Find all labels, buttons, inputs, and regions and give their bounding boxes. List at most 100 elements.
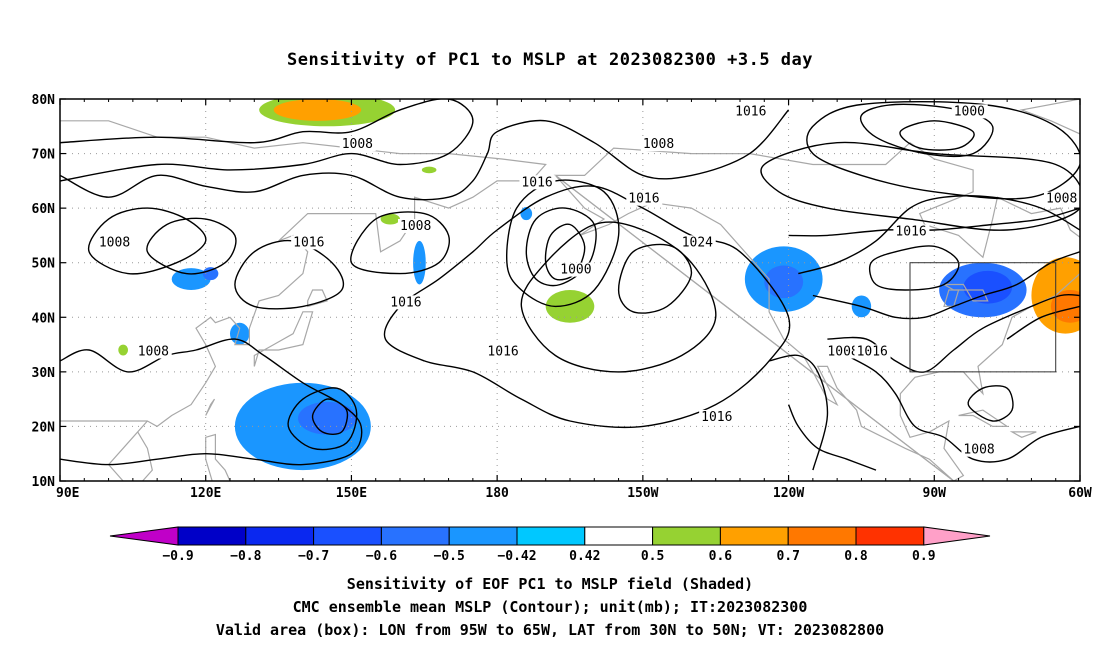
colorbar-segment [855, 526, 925, 546]
contour-label: 1016 [487, 344, 518, 359]
contour-label: 1016 [390, 295, 421, 310]
isobar [846, 354, 1080, 463]
shade-blob [413, 240, 426, 285]
contour-label: 1008 [643, 137, 674, 152]
shade-blob [273, 99, 362, 121]
contour-label: 1000 [954, 104, 985, 119]
isobar [768, 354, 829, 471]
contour-label: 1008 [400, 219, 431, 234]
shade-blob [171, 268, 211, 291]
colorbar-low-arrow [109, 526, 179, 546]
shade-blob [380, 213, 400, 225]
lat-label: 20N [32, 420, 56, 435]
contour-label-bg [961, 442, 998, 457]
contour-label: 1000 [560, 263, 591, 278]
colorbar-label: −0.8 [230, 549, 261, 564]
colorbar-label: 0.8 [844, 549, 868, 564]
contour-label: 1008 [963, 443, 994, 458]
isobar [311, 398, 349, 435]
contour-label-bg [679, 235, 716, 250]
shade-blob [764, 265, 804, 299]
lon-label: 120W [773, 486, 804, 501]
coastline [107, 420, 153, 481]
coastline [553, 141, 1080, 481]
shade-blob [421, 166, 437, 174]
lat-label: 80N [32, 93, 56, 108]
shade-blob [118, 344, 128, 356]
contour-label-bg [135, 344, 172, 359]
isobar [525, 207, 597, 287]
axes: 10N 20N 30N 40N 50N 60N 70N 80N 90E 120E 150E 180 15… [32, 93, 1092, 501]
caption-shaded: Sensitivity of EOF PC1 to MSLP field (Sh… [346, 575, 754, 593]
colorbar-segment [177, 526, 247, 546]
lon-label: 90W [923, 486, 947, 501]
contour-label: 1016 [701, 410, 732, 425]
coastline [943, 289, 960, 307]
isobar [383, 185, 791, 429]
contour-label: 1016 [895, 224, 926, 239]
colorbar-label: −0.7 [298, 549, 329, 564]
colorbar-label: −0.6 [366, 549, 397, 564]
shade-blob [963, 270, 1012, 304]
contour-label: 1008 [827, 344, 858, 359]
colorbar-segment [380, 526, 450, 546]
colorbar-segment [584, 526, 654, 546]
contour-label-bg [640, 137, 677, 152]
contour-label-bg [951, 104, 988, 119]
shade-blob [230, 322, 250, 345]
lat-label: 40N [32, 311, 56, 326]
shade-blob [202, 267, 219, 281]
isobar [967, 385, 1014, 422]
lon-label: 180 [485, 486, 509, 501]
mslp-contours [60, 99, 1080, 471]
contour-label-bg [485, 344, 522, 359]
contour-label-bg [1044, 191, 1080, 206]
colorbar-segment [313, 526, 382, 546]
coastline [307, 289, 328, 308]
colorbar-segment [245, 526, 315, 546]
isobar [787, 404, 877, 471]
lon-label: 90E [56, 486, 79, 501]
isobar [760, 141, 1080, 231]
colorbar-high-arrow [923, 526, 991, 546]
contour-label: 1024 [682, 235, 713, 250]
lat-label: 50N [32, 257, 56, 272]
isobar [1006, 305, 1080, 340]
isobar [520, 221, 717, 373]
lon-label: 60W [1068, 486, 1092, 501]
contour-label-bg [519, 175, 556, 190]
caption-valid-area: Valid area (box): LON from 95W to 65W, L… [215, 621, 885, 639]
contour-label: 1016 [628, 192, 659, 207]
caption-contour: CMC ensemble mean MSLP (Contour); unit(m… [292, 598, 808, 616]
figure-title: Sensitivity of PC1 to MSLP at 2023082300… [286, 50, 813, 70]
isobar [87, 207, 207, 275]
colorbar-label: 0.7 [776, 549, 799, 564]
isobar [827, 293, 1080, 373]
valid-area-box [909, 262, 1057, 373]
isobar [788, 207, 1080, 237]
isobar [798, 195, 1080, 275]
coastline [958, 409, 1010, 427]
contour-label-bg [558, 262, 595, 277]
colorbar-label: 0.5 [641, 549, 664, 564]
isobar [60, 109, 790, 201]
lon-label: 150E [336, 486, 367, 501]
contour-label-bg [626, 191, 663, 206]
contour-label: 1008 [342, 137, 373, 152]
colorbar-segment [719, 526, 789, 546]
contour-label: 1008 [138, 344, 169, 359]
contour-label-bg [699, 409, 736, 424]
contour-label: 1016 [521, 175, 552, 190]
isobar [287, 387, 358, 451]
colorbar-label: 0.6 [709, 549, 733, 564]
contour-label-bg [339, 137, 376, 152]
contour-label-bg [733, 104, 770, 119]
colorbar-segment [448, 526, 518, 546]
lat-label: 30N [32, 366, 56, 381]
coastline [205, 433, 231, 481]
contour-label: 1016 [857, 344, 888, 359]
coastline [253, 311, 314, 367]
contour-label: 1008 [99, 235, 130, 250]
colorbar-segment [516, 526, 586, 546]
